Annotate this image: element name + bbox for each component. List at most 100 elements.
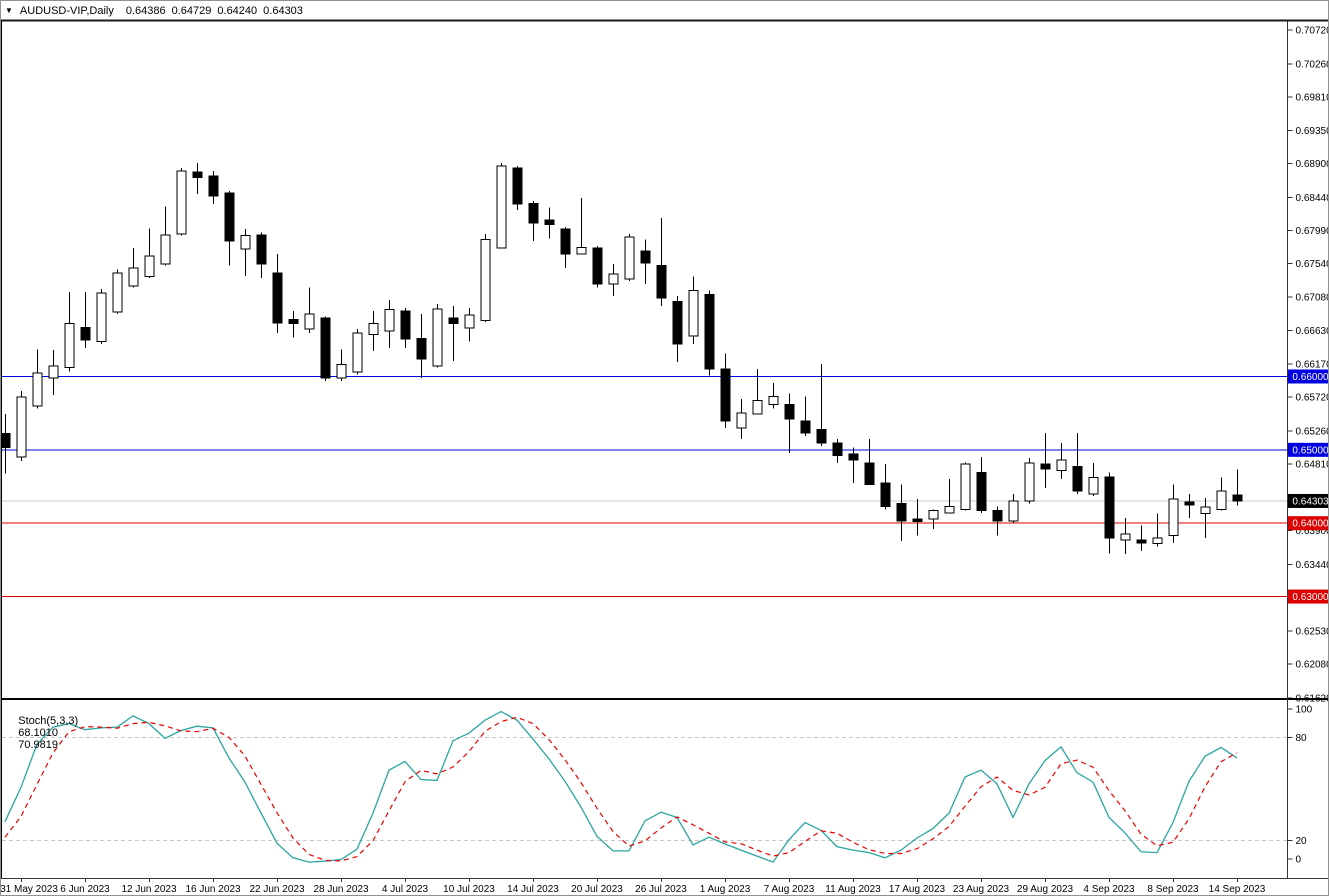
ohlc-close: 0.64303 (263, 5, 303, 17)
candle-bearish (800, 420, 811, 434)
time-axis-label: 31 May 2023 (1, 884, 58, 895)
candle-bearish (1104, 476, 1115, 539)
ohlc-high: 0.64729 (171, 5, 212, 17)
time-axis-label: 14 Sep 2023 (1209, 884, 1266, 895)
candle-bullish (112, 272, 123, 313)
price-axis-label: 0.67080 (1296, 293, 1329, 304)
time-axis-label: 4 Sep 2023 (1083, 884, 1135, 895)
candle-bullish (480, 238, 491, 322)
price-axis-label: 0.69810 (1296, 92, 1329, 103)
stoch-axis-label: 80 (1296, 733, 1308, 744)
chart-dropdown-icon[interactable]: ▼ (5, 6, 13, 15)
candle-bearish (864, 462, 875, 485)
candle-bullish (64, 323, 75, 369)
panel-divider-line (1, 698, 1328, 700)
candle-bullish (16, 396, 27, 458)
time-axis-label: 8 Sep 2023 (1147, 884, 1199, 895)
level-badge-label: 0.64000 (1292, 519, 1329, 530)
level-price-badge (1288, 369, 1328, 384)
candle-bullish (1088, 477, 1099, 495)
price-axis-label: 0.63900 (1296, 526, 1329, 537)
candle-bearish (400, 310, 411, 340)
candle-bullish (144, 255, 155, 278)
candle-bearish (592, 247, 603, 285)
candle-bullish (304, 313, 315, 330)
level-price-badge (1288, 442, 1328, 457)
price-axis-label: 0.63440 (1296, 560, 1329, 571)
candle-bullish (368, 323, 379, 336)
candle-bearish (704, 293, 715, 370)
candle-bearish (976, 472, 987, 512)
price-axis-label: 0.62530 (1296, 627, 1329, 638)
symbol-period-label: AUDUSD-VIP,Daily (19, 5, 114, 17)
candle-bearish (1232, 494, 1243, 502)
candle-bearish (1072, 466, 1083, 492)
price-axis-label: 0.66170 (1296, 360, 1329, 371)
time-axis-label: 6 Jun 2023 (60, 884, 110, 895)
candle-bullish (688, 290, 699, 337)
candle-bearish (1040, 463, 1051, 470)
candle-bullish (928, 510, 939, 520)
price-axis-label: 0.66630 (1296, 326, 1329, 337)
candle-bearish (720, 368, 731, 422)
candle-bearish (416, 337, 427, 360)
candle-bearish (1, 433, 11, 449)
candle-bullish (1168, 498, 1179, 537)
candle-bullish (1152, 537, 1163, 545)
candle-bullish (48, 365, 59, 379)
candle-bearish (320, 317, 331, 379)
candle-bullish (1216, 490, 1227, 510)
candle-bullish (128, 267, 139, 287)
time-axis-label: 4 Jul 2023 (382, 884, 429, 895)
price-axis-label: 0.68440 (1296, 193, 1329, 204)
candle-bearish (640, 250, 651, 264)
candle-bearish (448, 317, 459, 325)
candle-bearish (992, 510, 1003, 522)
time-axis-label: 10 Jul 2023 (443, 884, 495, 895)
price-axis-label: 0.67540 (1296, 259, 1329, 270)
stochastic-k-value: 68.1010 (18, 727, 58, 739)
time-axis-label: 28 Jun 2023 (313, 884, 368, 895)
time-axis-label: 12 Jun 2023 (121, 884, 176, 895)
candle-bullish (624, 236, 635, 280)
time-axis-label: 17 Aug 2023 (889, 884, 946, 895)
stochastic-header: Stoch(5,3,3) 68.1010 70.9819 (6, 703, 84, 763)
price-axis-label: 0.62080 (1296, 660, 1329, 671)
candle-bearish (848, 453, 859, 461)
ohlc-low: 0.64240 (217, 5, 258, 17)
time-axis-label: 23 Aug 2023 (953, 884, 1010, 895)
candle-bearish (80, 326, 91, 341)
candle-bullish (1024, 462, 1035, 502)
level-badge-label: 0.66000 (1292, 372, 1329, 383)
candle-bearish (816, 428, 827, 444)
candle-bullish (240, 235, 251, 250)
candle-bullish (496, 165, 507, 249)
price-axis-label: 0.70260 (1296, 59, 1329, 70)
candle-bullish (736, 412, 747, 429)
candle-bearish (256, 234, 267, 265)
chart-title-bar: ▼ AUDUSD-VIP,Daily 0.64386 0.64729 0.642… (5, 3, 309, 19)
candle-bullish (432, 308, 443, 367)
candle-bullish (96, 292, 107, 342)
level-badge-label: 0.64303 (1292, 496, 1329, 507)
candle-bullish (464, 314, 475, 329)
time-axis-label: 7 Aug 2023 (764, 884, 815, 895)
candle-bullish (352, 332, 363, 373)
current-price-badge (1288, 493, 1328, 508)
candle-bullish (1120, 533, 1131, 541)
price-axis-label: 0.65720 (1296, 393, 1329, 404)
level-badge-label: 0.63000 (1292, 592, 1329, 603)
stochastic-label: Stoch(5,3,3) (18, 715, 79, 727)
candle-bearish (544, 219, 555, 226)
candle-bullish (1008, 500, 1019, 522)
candle-bearish (1136, 539, 1147, 544)
stoch-axis-label: 100 (1296, 705, 1313, 716)
candle-bullish (336, 364, 347, 379)
candle-bearish (832, 442, 843, 457)
ohlc-open: 0.64386 (125, 5, 166, 17)
candle-bullish (960, 463, 971, 510)
stoch-k-line (4, 710, 1238, 863)
price-axis-label: 0.64810 (1296, 459, 1329, 470)
